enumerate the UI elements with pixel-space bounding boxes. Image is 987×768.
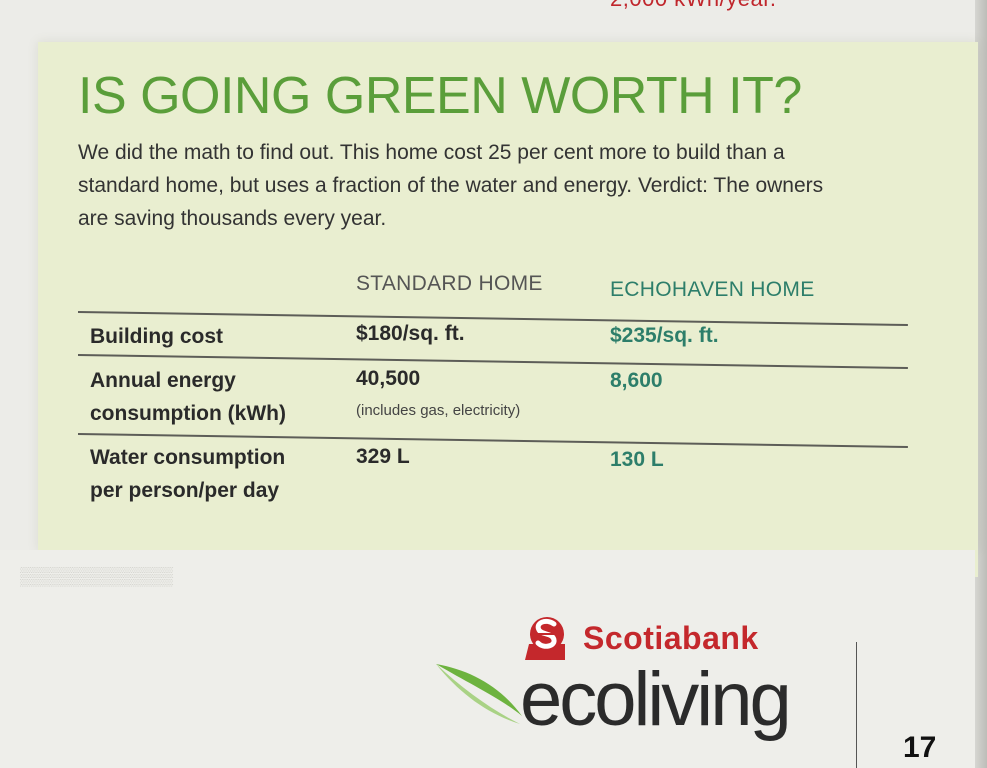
previous-section-fragment: 2,000 kWh/year.: [610, 0, 776, 12]
row-label-building-cost: Building cost: [90, 320, 223, 353]
standard-building-cost: $180/sq. ft.: [356, 322, 465, 345]
footer-divider: [856, 642, 857, 768]
bank-wordmark: Scotiabank: [583, 620, 759, 656]
sidebar-panel-extension: [800, 42, 978, 577]
page-title: IS GOING GREEN WORTH IT?: [78, 67, 802, 125]
echohaven-water-consumption: 130 L: [610, 448, 664, 471]
row-label-line: Annual energy: [90, 369, 236, 392]
page-lower-area: [0, 550, 975, 768]
show-through-text: ▒▒▒▒▒▒▒▒▒▒▒▒: [20, 566, 174, 586]
row-label-line: per person/per day: [90, 479, 280, 502]
leaf-icon: [436, 664, 522, 724]
row-label-annual-energy: Annual energy consumption (kWh): [90, 364, 286, 430]
row-label-line: Building cost: [90, 325, 223, 348]
row-label-water-consumption: Water consumption per person/per day: [90, 441, 285, 507]
page-edge: [975, 0, 987, 768]
standard-energy-note: (includes gas, electricity): [356, 402, 521, 419]
column-header-echohaven: ECHOHAVEN HOME: [610, 278, 815, 301]
echohaven-building-cost: $235/sq. ft.: [610, 324, 719, 347]
intro-paragraph: We did the math to find out. This home c…: [78, 141, 824, 230]
page-number: 17: [903, 731, 937, 764]
standard-water-consumption: 329 L: [356, 445, 410, 468]
row-label-line: consumption (kWh): [90, 402, 286, 425]
echohaven-annual-energy: 8,600: [610, 369, 663, 392]
column-header-standard: STANDARD HOME: [356, 272, 543, 295]
scotiabank-logo-icon: [525, 617, 565, 660]
standard-annual-energy: 40,500: [356, 367, 421, 390]
row-label-line: Water consumption: [90, 446, 286, 469]
ecoliving-wordmark: ecoliving: [520, 657, 792, 742]
